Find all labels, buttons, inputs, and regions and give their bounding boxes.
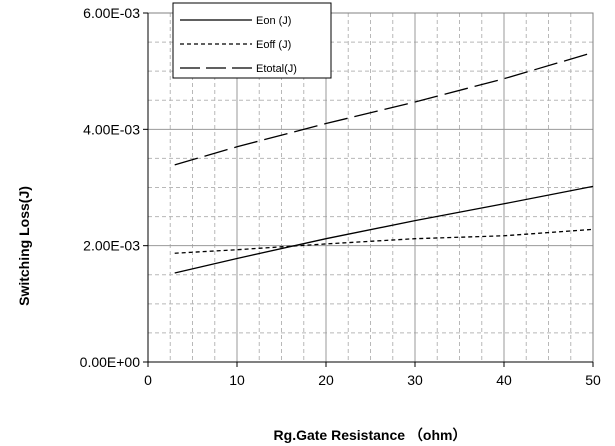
y-tick-label: 4.00E-03	[83, 121, 140, 137]
series-line-1	[174, 185, 594, 274]
x-tick-label: 40	[496, 372, 512, 388]
x-axis-ticks: 0 10 20 30 40 50	[144, 362, 601, 388]
x-tick-label: 0	[144, 372, 152, 388]
y-tick-label: 0.00E+00	[80, 354, 141, 370]
y-tick-label: 2.00E-03	[83, 238, 140, 254]
legend-label-1: Eon (J)	[256, 15, 291, 27]
x-tick-label: 20	[318, 372, 334, 388]
legend-label-2: Eoff (J)	[256, 39, 291, 51]
x-tick-label: 30	[407, 372, 423, 388]
legend-box	[172, 2, 332, 79]
legend: Eon (J) Eoff (J) Etotal(J)	[172, 2, 332, 79]
x-tick-label: 10	[229, 372, 245, 388]
legend-label-3: Etotal(J)	[256, 63, 297, 75]
series-group	[174, 51, 594, 274]
x-axis-title: Rg.Gate Resistance （ohm）	[274, 427, 467, 443]
legend-items: Eon (J) Eoff (J) Etotal(J)	[180, 15, 297, 75]
x-tick-label: 50	[585, 372, 601, 388]
y-tick-label: 6.00E-03	[83, 5, 140, 21]
y-axis-title: Switching Loss(J)	[16, 186, 32, 306]
series-line-3	[174, 51, 594, 166]
plot-frame	[147, 12, 594, 363]
series-line-2	[174, 228, 594, 254]
y-axis-ticks: 0.00E+00 2.00E-03 4.00E-03 6.00E-03	[80, 5, 148, 370]
